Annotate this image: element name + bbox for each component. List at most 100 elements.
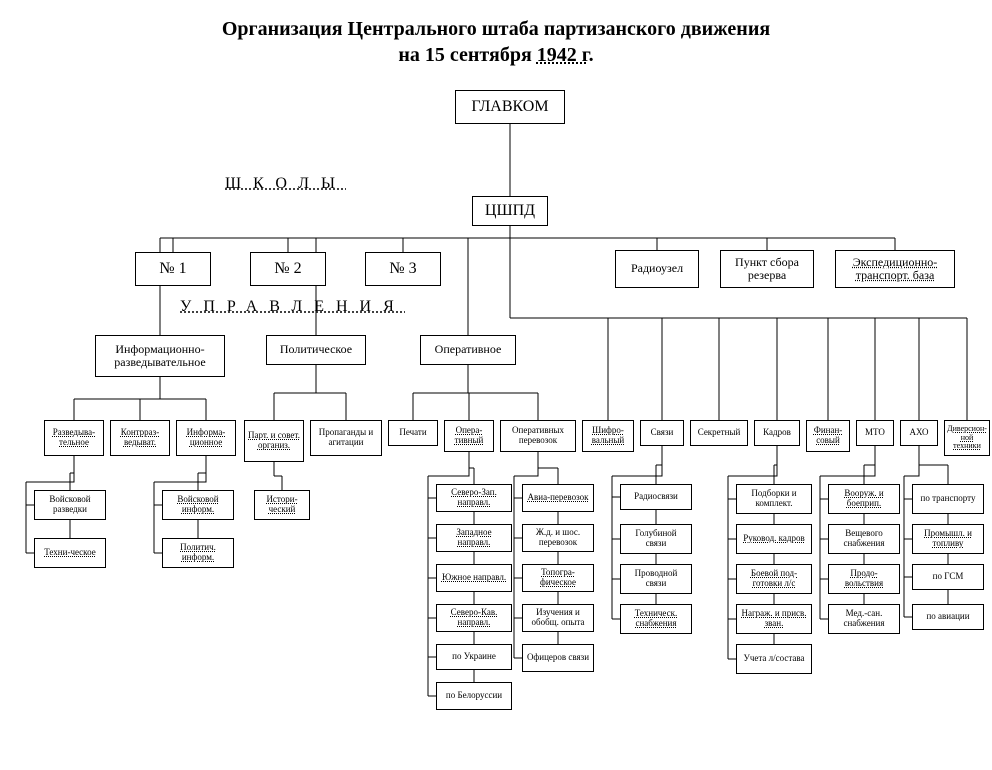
node-k3-label: Боевой под-готовки л/с xyxy=(740,569,808,589)
node-o2-label: Западное направл. xyxy=(440,528,508,548)
node-a1: по транспорту xyxy=(912,484,984,514)
node-k1: Подборки и комплект. xyxy=(736,484,812,514)
node-sch1: № 1 xyxy=(135,252,211,286)
node-o6: по Белоруссии xyxy=(436,682,512,710)
node-d_razved-label: Разведыва-тельное xyxy=(48,428,100,448)
node-cshpd-label: ЦШПД xyxy=(485,202,535,220)
node-d_svyaz-label: Связи xyxy=(651,428,674,438)
node-r1b-label: Техни-ческое xyxy=(44,548,95,558)
node-p4-label: Изучения и обобщ. опыта xyxy=(526,608,590,628)
node-m4: Мед.-сан. снабжения xyxy=(828,604,900,634)
node-eksped: Экспедиционно-транспорт. база xyxy=(835,250,955,288)
node-d_divers-label: Диверсион-ной техники xyxy=(947,425,987,451)
node-s2: Голубиной связи xyxy=(620,524,692,554)
node-d_axo: АХО xyxy=(900,420,938,446)
node-k2-label: Руковод. кадров xyxy=(743,534,805,544)
node-k5-label: Учета л/состава xyxy=(743,654,804,664)
node-s4-label: Техническ. снабжения xyxy=(624,609,688,629)
node-r3a-label: Войсковой информ. xyxy=(166,495,230,515)
node-oper: Оперативное xyxy=(420,335,516,365)
node-a4: по авиации xyxy=(912,604,984,630)
node-oper-label: Оперативное xyxy=(435,343,502,356)
node-m4-label: Мед.-сан. снабжения xyxy=(832,609,896,629)
node-glavkom: ГЛАВКОМ xyxy=(455,90,565,124)
node-k1-label: Подборки и комплект. xyxy=(740,489,808,509)
node-d_propag-label: Пропаганды и агитации xyxy=(314,428,378,448)
node-d_inform-label: Информа-ционное xyxy=(180,428,232,448)
node-p1: Авиа-перевозок xyxy=(522,484,594,512)
node-sch3: № 3 xyxy=(365,252,441,286)
node-k4: Награж. и присв. зван. xyxy=(736,604,812,634)
org-chart: { "canvas": { "width": 992, "height": 77… xyxy=(0,0,992,770)
node-s1: Радиосвязи xyxy=(620,484,692,510)
node-d_operat-label: Опера-тивный xyxy=(448,426,490,446)
node-r3b-label: Политич. информ. xyxy=(166,543,230,563)
title-date-year: 1942 г xyxy=(537,44,589,66)
chart-title-line2: на 15 сентября 1942 г. xyxy=(0,44,992,67)
node-glavkom-label: ГЛАВКОМ xyxy=(471,98,548,116)
node-s2-label: Голубиной связи xyxy=(624,529,688,549)
node-d_sekret: Секретный xyxy=(690,420,748,446)
node-r4a: Истори-ческий xyxy=(254,490,310,520)
node-a2-label: Промышл. и топливу xyxy=(916,529,980,549)
node-k4-label: Награж. и присв. зван. xyxy=(740,609,808,629)
node-p1-label: Авиа-перевозок xyxy=(528,493,589,503)
node-o3-label: Южное направл. xyxy=(442,573,506,583)
node-sch2-label: № 2 xyxy=(274,260,301,278)
node-sch2: № 2 xyxy=(250,252,326,286)
node-d_inform: Информа-ционное xyxy=(176,420,236,456)
node-d_razved: Разведыва-тельное xyxy=(44,420,104,456)
node-p2: Ж.д. и шос. перевозок xyxy=(522,524,594,552)
node-d_axo-label: АХО xyxy=(909,428,928,438)
node-sch1-label: № 1 xyxy=(159,260,186,278)
node-o1-label: Северо-Зап. направл. xyxy=(440,488,508,508)
node-o6-label: по Белоруссии xyxy=(446,691,502,701)
node-d_kadr: Кадров xyxy=(754,420,800,446)
node-k2: Руковод. кадров xyxy=(736,524,812,554)
title-date-prefix: на 15 сентября xyxy=(398,44,536,66)
node-r1a: Войсковой разведки xyxy=(34,490,106,520)
node-d_part: Парт. и совет. организ. xyxy=(244,420,304,462)
node-d_kontr: Контрраз-ведыват. xyxy=(110,420,170,456)
node-m3: Продо-вольствия xyxy=(828,564,900,594)
node-d_pechat-label: Печати xyxy=(399,428,426,438)
node-d_sekret-label: Секретный xyxy=(698,428,741,438)
node-d_shifr: Шифро-вальный xyxy=(582,420,634,452)
upravleniya-label: УПРАВЛЕНИЯ xyxy=(180,298,406,316)
node-d_pechat: Печати xyxy=(388,420,438,446)
node-a2: Промышл. и топливу xyxy=(912,524,984,554)
node-d_mto: МТО xyxy=(856,420,894,446)
node-r3a: Войсковой информ. xyxy=(162,490,234,520)
node-d_operperev-label: Оперативных перевозок xyxy=(504,426,572,446)
node-p5: Офицеров связи xyxy=(522,644,594,672)
node-cshpd: ЦШПД xyxy=(472,196,548,226)
node-d_operperev: Оперативных перевозок xyxy=(500,420,576,452)
node-r4a-label: Истори-ческий xyxy=(258,495,306,515)
node-polit-label: Политическое xyxy=(280,343,352,356)
node-o3: Южное направл. xyxy=(436,564,512,592)
node-p3-label: Топогра-фическое xyxy=(526,568,590,588)
schools-label: ШКОЛЫ xyxy=(225,175,347,193)
node-punkt: Пункт сбора резерва xyxy=(720,250,814,288)
node-d_divers: Диверсион-ной техники xyxy=(944,420,990,456)
node-p2-label: Ж.д. и шос. перевозок xyxy=(526,528,590,548)
node-radiouzel: Радиоузел xyxy=(615,250,699,288)
node-d_kontr-label: Контрраз-ведыват. xyxy=(114,428,166,448)
node-s3: Проводной связи xyxy=(620,564,692,594)
node-p4: Изучения и обобщ. опыта xyxy=(522,604,594,632)
node-sch3-label: № 3 xyxy=(389,260,416,278)
chart-title-line1: Организация Центрального штаба партизанс… xyxy=(0,18,992,41)
node-o1: Северо-Зап. направл. xyxy=(436,484,512,512)
title-date-suffix: . xyxy=(589,44,594,66)
node-r1a-label: Войсковой разведки xyxy=(38,495,102,515)
node-d_shifr-label: Шифро-вальный xyxy=(586,426,630,446)
node-o5: по Украине xyxy=(436,644,512,670)
node-r3b: Политич. информ. xyxy=(162,538,234,568)
node-m2: Вещевого снабжения xyxy=(828,524,900,554)
node-polit: Политическое xyxy=(266,335,366,365)
node-info: Информационно-разведывательное xyxy=(95,335,225,377)
node-o5-label: по Украине xyxy=(452,652,496,662)
node-s3-label: Проводной связи xyxy=(624,569,688,589)
node-m2-label: Вещевого снабжения xyxy=(832,529,896,549)
node-a3-label: по ГСМ xyxy=(933,572,964,582)
